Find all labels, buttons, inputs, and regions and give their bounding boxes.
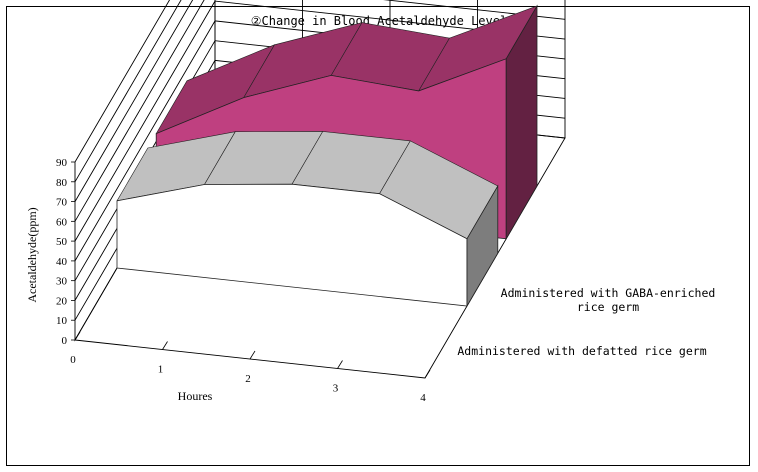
x-tick-mark — [337, 360, 343, 369]
gridline-y — [74, 0, 182, 183]
x-tick-label: 0 — [70, 354, 76, 366]
x-tick-mark — [74, 331, 81, 341]
y-tick-label: 0 — [62, 335, 68, 347]
y-tick-label: 30 — [56, 276, 68, 288]
x-tick-label: 4 — [420, 392, 426, 404]
chart-title: ②Change in Blood Acetaldehyde Level — [250, 14, 508, 28]
x-tick-mark — [162, 341, 168, 350]
chart-series — [116, 4, 538, 308]
x-tick-label: 2 — [245, 373, 251, 385]
series-label-line: rice germ — [577, 300, 639, 314]
y-axis-label: Acetaldehyde(ppm) — [25, 207, 39, 302]
x-tick-label: 3 — [333, 383, 339, 395]
y-tick-label: 90 — [56, 157, 68, 169]
y-tick-label: 10 — [56, 315, 68, 327]
series-label: Administered with GABA-enriched rice germ — [501, 286, 716, 314]
series-label-line: Administered with defatted rice germ — [457, 344, 706, 358]
y-tick-label: 70 — [56, 197, 68, 209]
x-tick-mark — [424, 369, 431, 379]
gridline-y — [74, 0, 566, 222]
chart-labels: 0 10 20 30 40 50 60 70 80 90 0 1 2 3 4 Houres Acetaldehy… — [25, 157, 715, 404]
y-tick-label: 80 — [56, 177, 68, 189]
area-end-cap — [505, 4, 538, 241]
y-tick-label: 50 — [56, 236, 68, 248]
x-tick-label: 1 — [158, 364, 164, 376]
series-label-line: Administered with GABA-enriched — [501, 286, 716, 300]
gridline-y — [74, 0, 566, 242]
series-1 — [116, 131, 499, 308]
x-tick-mark — [249, 350, 256, 360]
series-label: Administered with defatted rice germ — [457, 344, 706, 358]
gridline-y — [74, 0, 565, 202]
y-tick-label: 60 — [56, 216, 68, 228]
x-axis-label: Houres — [178, 389, 213, 403]
y-tick-label: 40 — [56, 256, 68, 268]
area-end-cap — [466, 184, 499, 308]
y-tick-label: 20 — [56, 295, 68, 307]
